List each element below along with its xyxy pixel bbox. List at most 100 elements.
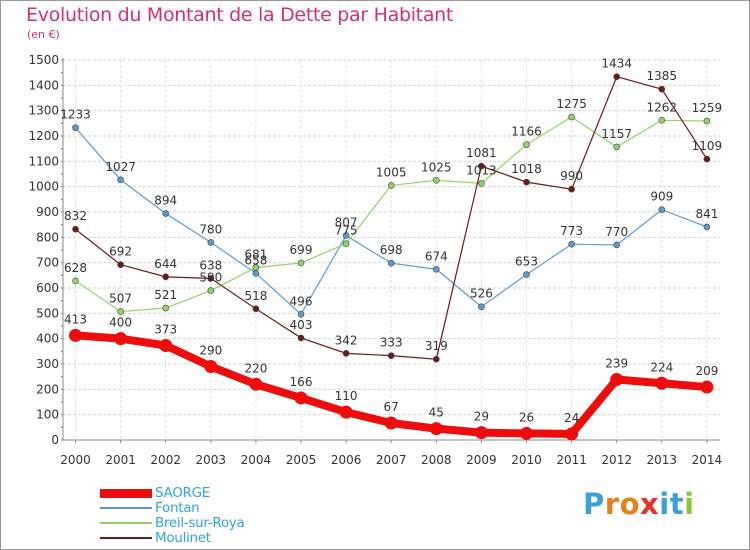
data-point-saorge (339, 405, 353, 419)
x-tick-label: 2008 (421, 453, 452, 467)
x-tick-label: 2000 (60, 453, 91, 467)
data-label-saorge: 400 (109, 316, 132, 330)
data-label-moulinet: 692 (109, 245, 132, 259)
data-label-moulinet: 518 (244, 289, 267, 303)
x-tick-label: 2004 (241, 453, 272, 467)
data-point-moulinet (523, 178, 530, 186)
data-point-breil-sur-roya (72, 277, 79, 285)
data-point-moulinet (613, 73, 621, 81)
data-label-fontan: 1027 (105, 160, 136, 174)
data-label-fontan: 841 (695, 207, 718, 221)
chart-unit: (en €) (27, 28, 60, 41)
data-label-fontan: 807 (335, 216, 358, 230)
data-label-breil-sur-roya: 628 (64, 261, 87, 275)
logo-letter: t (669, 487, 685, 521)
logo-letter: o (619, 487, 641, 521)
data-label-moulinet: 1109 (692, 139, 723, 153)
y-tick-label: 400 (36, 332, 59, 346)
data-label-moulinet: 1081 (466, 146, 497, 160)
data-point-moulinet (297, 334, 305, 342)
data-label-breil-sur-roya: 1157 (601, 127, 632, 141)
data-point-saorge (610, 372, 624, 386)
data-label-fontan: 698 (380, 243, 403, 257)
data-label-saorge: 29 (474, 410, 489, 424)
legend-label-saorge: SAORGE (155, 485, 211, 501)
data-label-breil-sur-roya: 1005 (376, 165, 407, 179)
legend-swatch-breil-sur-roya (100, 522, 152, 524)
x-tick-label: 2007 (376, 453, 407, 467)
data-point-moulinet (117, 261, 124, 268)
data-label-saorge: 67 (384, 400, 399, 414)
y-tick-label: 700 (36, 256, 59, 270)
legend-item-moulinet: Moulinet (100, 530, 300, 546)
legend-swatch-saorge (100, 488, 152, 498)
data-point-fontan (342, 232, 350, 239)
legend-label-breil-sur-roya: Breil-sur-Roya (155, 515, 245, 531)
data-label-moulinet: 403 (290, 318, 313, 332)
data-point-saorge (249, 377, 263, 391)
y-tick-label: 1100 (28, 154, 59, 168)
data-label-saorge: 239 (605, 356, 628, 370)
data-point-moulinet (342, 350, 350, 357)
legend-swatch-fontan (100, 507, 152, 509)
data-point-saorge (700, 380, 714, 394)
data-label-moulinet: 990 (560, 169, 583, 183)
y-tick-label: 500 (36, 306, 59, 320)
data-label-fontan: 658 (244, 253, 267, 267)
data-point-saorge (655, 376, 669, 390)
data-point-breil-sur-roya (568, 113, 575, 121)
data-point-breil-sur-roya (703, 117, 711, 125)
y-tick-label: 800 (36, 230, 59, 244)
data-point-breil-sur-roya (297, 259, 305, 267)
data-label-fontan: 526 (470, 287, 493, 301)
y-tick-label: 300 (36, 357, 59, 371)
data-label-saorge: 413 (64, 312, 87, 326)
data-point-fontan (117, 176, 124, 184)
data-point-breil-sur-roya (432, 177, 440, 184)
x-tick-label: 2009 (466, 453, 497, 467)
data-label-breil-sur-roya: 699 (290, 243, 313, 257)
x-tick-label: 2013 (647, 453, 678, 467)
logo-letter: r (604, 487, 620, 521)
data-point-breil-sur-roya (117, 308, 124, 315)
logo-letter: i (684, 487, 695, 521)
legend-label-moulinet: Moulinet (155, 530, 211, 546)
data-point-saorge (114, 332, 128, 346)
y-tick-label: 900 (36, 205, 59, 219)
data-label-breil-sur-roya: 507 (109, 292, 132, 306)
data-point-moulinet (162, 273, 169, 281)
data-label-moulinet: 644 (154, 257, 177, 271)
data-point-saorge (204, 360, 218, 374)
x-tick-label: 2002 (150, 453, 181, 467)
data-point-saorge (159, 339, 173, 353)
x-tick-label: 2012 (601, 453, 632, 467)
data-label-breil-sur-roya: 590 (199, 271, 222, 285)
data-point-fontan (252, 270, 260, 277)
data-label-fontan: 674 (425, 249, 448, 263)
data-point-breil-sur-roya (162, 304, 169, 312)
data-label-breil-sur-roya: 1013 (466, 163, 497, 177)
data-point-fontan (568, 240, 575, 248)
data-label-fontan: 653 (515, 255, 538, 269)
data-point-fontan (162, 210, 169, 217)
legend-swatch-moulinet (100, 537, 152, 539)
data-label-saorge: 24 (564, 411, 579, 425)
data-label-breil-sur-roya: 1262 (647, 100, 678, 114)
data-point-fontan (387, 259, 395, 267)
data-point-fontan (207, 239, 215, 246)
data-point-moulinet (478, 162, 485, 170)
data-label-breil-sur-roya: 521 (154, 288, 177, 302)
data-point-moulinet (387, 352, 395, 359)
x-tick-label: 2005 (286, 453, 317, 467)
data-point-fontan (613, 241, 621, 249)
data-point-fontan (72, 124, 79, 131)
data-label-saorge: 110 (335, 389, 358, 403)
data-point-moulinet (658, 85, 666, 93)
data-label-fontan: 770 (605, 225, 628, 239)
y-tick-label: 1500 (28, 53, 59, 67)
data-label-saorge: 220 (244, 361, 267, 375)
data-label-fontan: 909 (650, 190, 673, 204)
y-tick-label: 1300 (28, 104, 59, 118)
x-tick-label: 2006 (331, 453, 362, 467)
